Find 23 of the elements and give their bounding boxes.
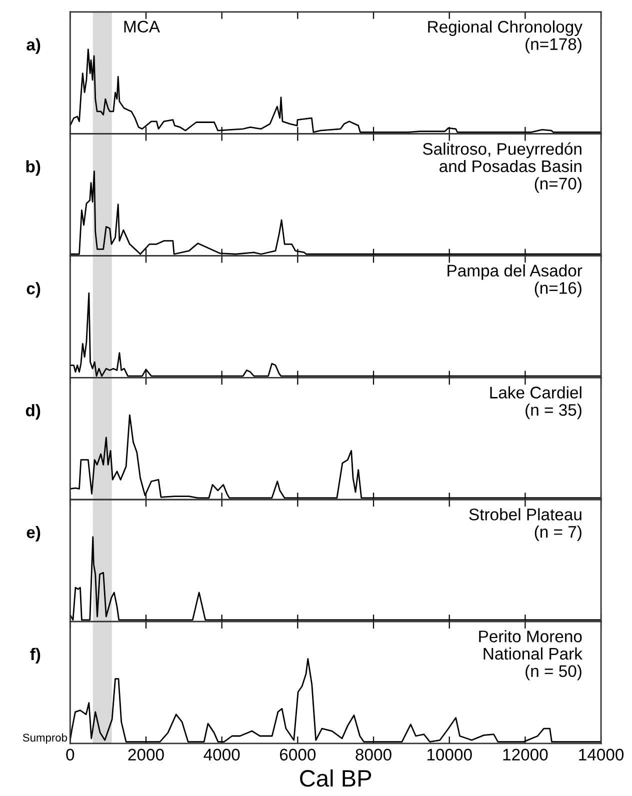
chart-title: Regional Chronology (n=178) [428, 20, 582, 54]
x-tick-label: 10000 [427, 748, 472, 761]
y-axis-title: Sumprob [22, 733, 68, 744]
x-tick-label: 14000 [579, 748, 624, 761]
x-tick-label: 8000 [356, 748, 392, 761]
band-label: MCA [124, 20, 160, 33]
text: a) [26, 38, 40, 54]
chart-title: Pampa del Asador (n=16) [448, 264, 582, 298]
text: d) [26, 404, 40, 420]
x-tick-label: 12000 [503, 748, 548, 761]
x-tick-label: 4000 [204, 748, 240, 761]
chart-title: Salitroso, Pueyrredón and Posadas Basin (n=70) [422, 142, 582, 193]
chart-title: Lake Cardiel (n = 35) [490, 386, 582, 420]
chart-title: Perito Moreno National Park (n = 50) [479, 630, 582, 680]
x-tick-label: 2000 [128, 748, 164, 761]
x-tick-label: 6000 [280, 748, 316, 761]
chart-title: Strobel Plateau (n = 7) [469, 508, 582, 542]
text: b) [26, 160, 40, 176]
x-tick-label: 0 [66, 748, 74, 761]
x-axis-title: Cal BP [300, 769, 372, 787]
text: f) [30, 648, 40, 664]
text: c) [26, 282, 40, 298]
text: e) [26, 526, 40, 542]
